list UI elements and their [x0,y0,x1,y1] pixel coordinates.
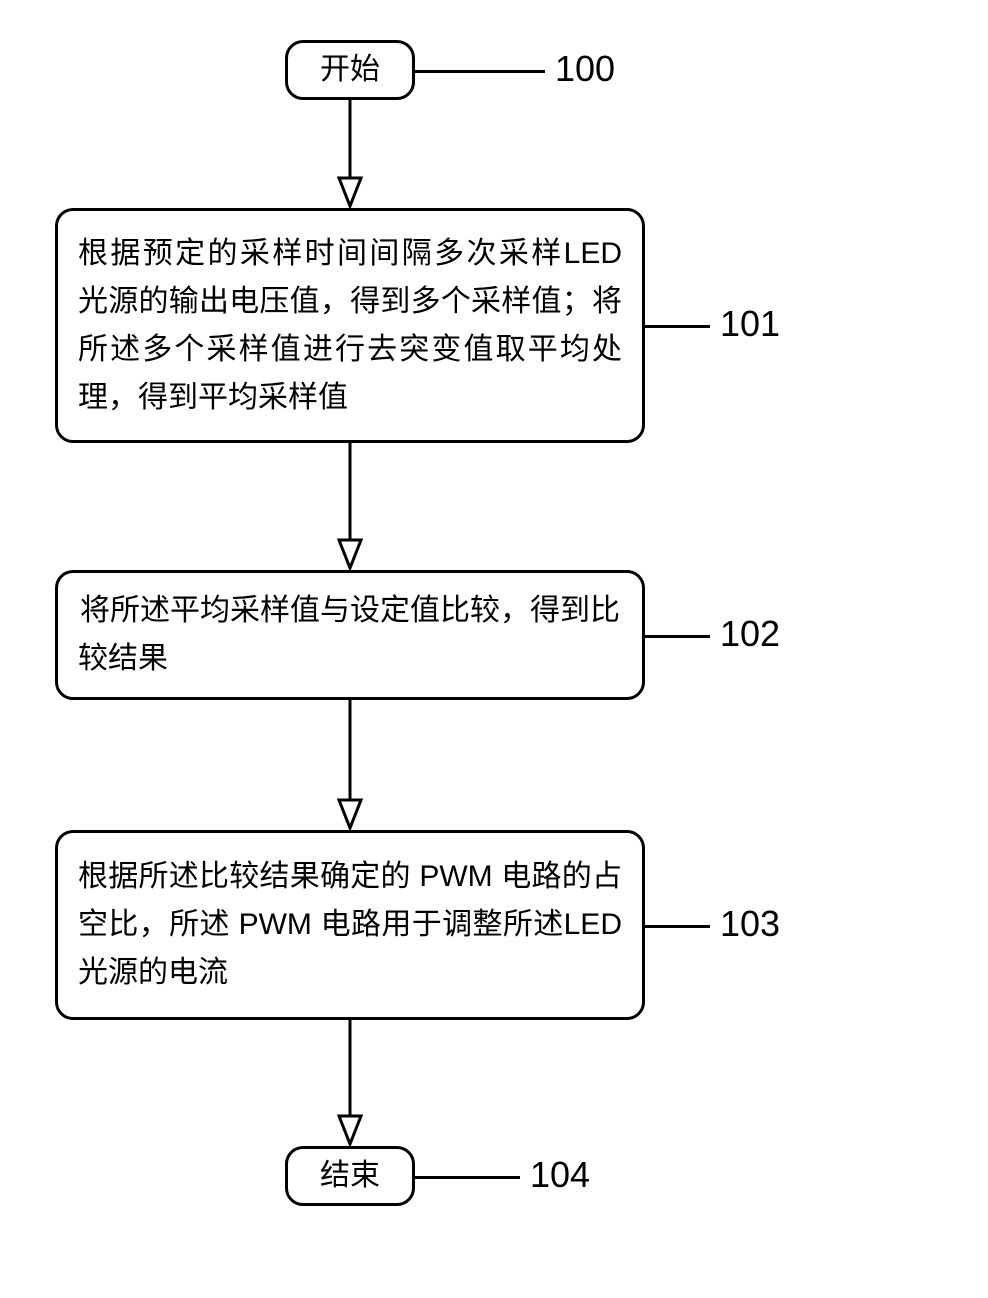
label-101: 101 [720,303,780,345]
arrow-step1-step2 [336,443,364,570]
node-end: 结束 [285,1146,415,1206]
label-102: 102 [720,613,780,655]
node-step1: 根据预定的采样时间间隔多次采样LED 光源的输出电压值，得到多个采样值；将所述多… [55,208,645,443]
arrow-step3-end [336,1020,364,1146]
node-step3-text: 根据所述比较结果确定的 PWM 电路的占空比，所述 PWM 电路用于调整所述LE… [78,853,622,997]
label-line-101 [645,325,710,328]
arrow-step2-step3 [336,700,364,830]
node-start-text: 开始 [320,46,380,94]
label-line-103 [645,925,710,928]
label-line-100 [415,70,545,73]
label-line-102 [645,635,710,638]
label-line-104 [415,1176,520,1179]
node-step2: 将所述平均采样值与设定值比较，得到比较结果 [55,570,645,700]
label-100: 100 [555,48,615,90]
node-step1-text: 根据预定的采样时间间隔多次采样LED 光源的输出电压值，得到多个采样值；将所述多… [78,230,622,422]
label-104: 104 [530,1154,590,1196]
label-103: 103 [720,903,780,945]
node-step3: 根据所述比较结果确定的 PWM 电路的占空比，所述 PWM 电路用于调整所述LE… [55,830,645,1020]
node-step2-text: 将所述平均采样值与设定值比较，得到比较结果 [78,587,622,683]
node-end-text: 结束 [320,1152,380,1200]
node-start: 开始 [285,40,415,100]
arrow-start-step1 [336,100,364,208]
